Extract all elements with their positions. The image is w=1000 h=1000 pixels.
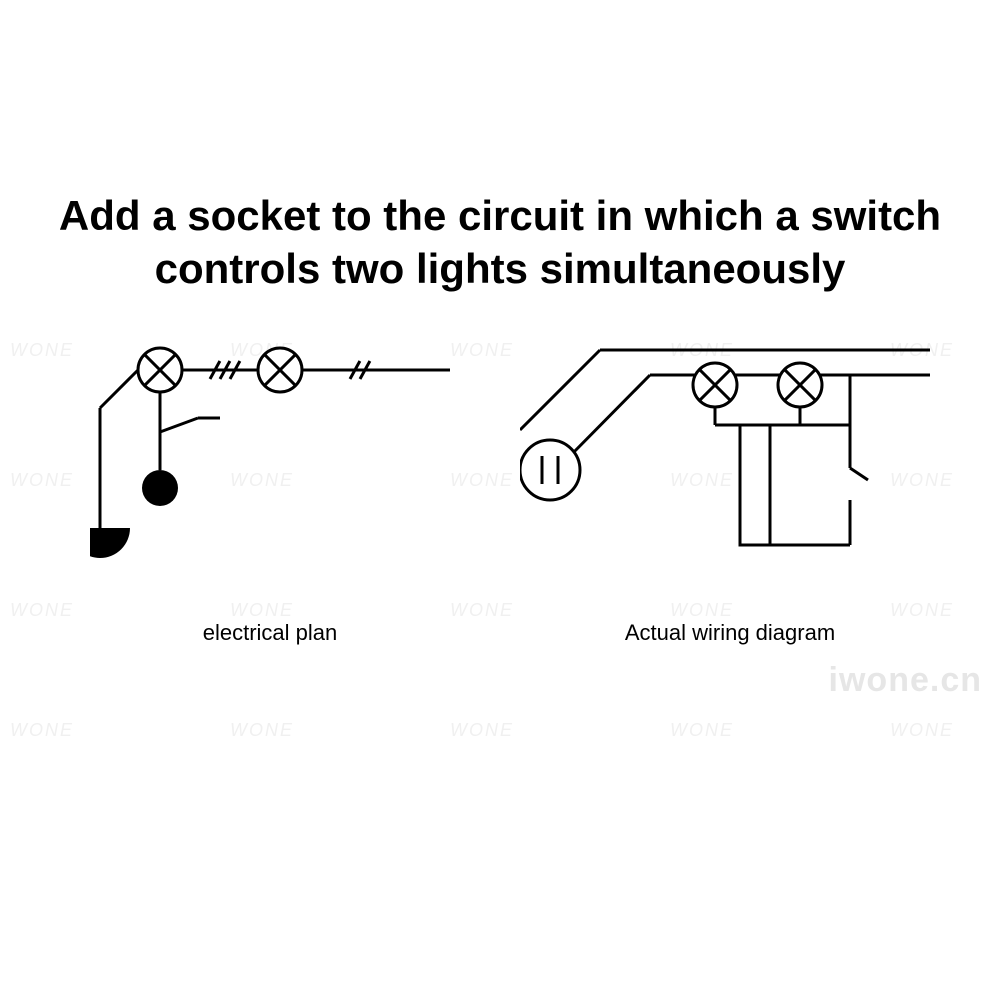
site-watermark: iwone.cn xyxy=(829,661,982,700)
caption-left: electrical plan xyxy=(130,620,410,646)
caption-right: Actual wiring diagram xyxy=(560,620,900,646)
page-title: Add a socket to the circuit in which a s… xyxy=(0,190,1000,295)
wiring-diagram xyxy=(520,340,940,600)
electrical-plan-diagram xyxy=(90,340,470,600)
